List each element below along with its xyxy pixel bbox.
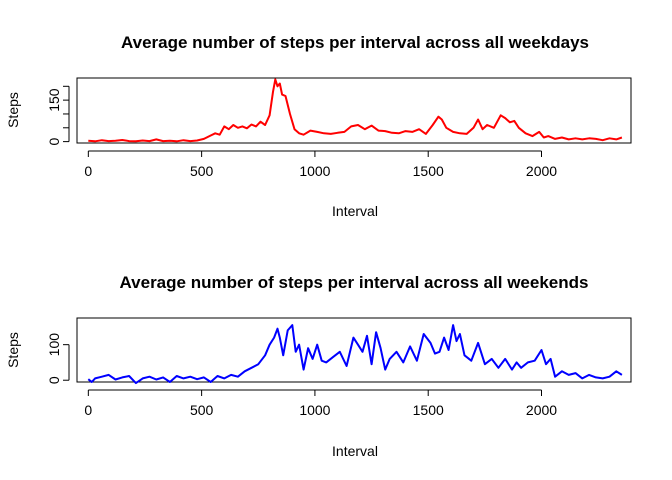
x-axis-label-weekdays: Interval [332, 203, 378, 219]
x-axis-label-weekends: Interval [332, 443, 378, 459]
x-tick-label: 1500 [413, 402, 444, 418]
chart-title-weekends: Average number of steps per interval acr… [120, 273, 589, 292]
y-tick-label: 100 [46, 333, 62, 357]
x-tick-label: 1000 [299, 163, 330, 179]
panel-weekdays: Average number of steps per interval acr… [5, 33, 632, 219]
y-tick-label: 0 [46, 376, 62, 384]
x-tick-label: 500 [190, 163, 214, 179]
x-tick-label: 0 [84, 402, 92, 418]
y-tick-label: 150 [46, 88, 62, 112]
x-tick-label: 0 [84, 163, 92, 179]
y-axis-label-weekends: Steps [5, 332, 21, 368]
panel-weekends: Average number of steps per interval acr… [5, 273, 632, 459]
y-axis-label-weekdays: Steps [5, 92, 21, 128]
plot-frame-weekdays [76, 77, 632, 144]
series-line-weekends [87, 324, 623, 385]
x-tick-label: 2000 [526, 402, 557, 418]
x-tick-label: 1000 [299, 402, 330, 418]
x-tick-label: 1500 [413, 163, 444, 179]
x-tick-label: 500 [190, 402, 214, 418]
series-line-weekdays [88, 78, 623, 143]
y-tick-label: 0 [46, 138, 62, 146]
x-tick-label: 2000 [526, 163, 557, 179]
chart-title-weekdays: Average number of steps per interval acr… [121, 33, 589, 52]
plot-frame-weekends [76, 317, 632, 383]
